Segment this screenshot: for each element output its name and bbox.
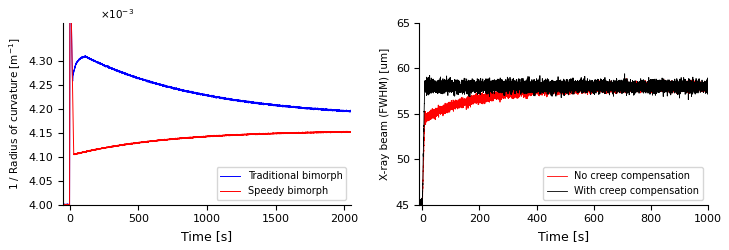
Text: $\times10^{-3}$: $\times10^{-3}$ — [100, 7, 134, 21]
Y-axis label: X-ray beam (FWHM) [um]: X-ray beam (FWHM) [um] — [380, 48, 390, 180]
X-axis label: Time [s]: Time [s] — [182, 230, 233, 243]
Legend: Traditional bimorph, Speedy bimorph: Traditional bimorph, Speedy bimorph — [217, 167, 346, 200]
Y-axis label: 1 / Radius of curvature [m$^{-1}$]: 1 / Radius of curvature [m$^{-1}$] — [7, 38, 23, 190]
Legend: No creep compensation, With creep compensation: No creep compensation, With creep compen… — [543, 167, 703, 200]
X-axis label: Time [s]: Time [s] — [538, 230, 589, 243]
